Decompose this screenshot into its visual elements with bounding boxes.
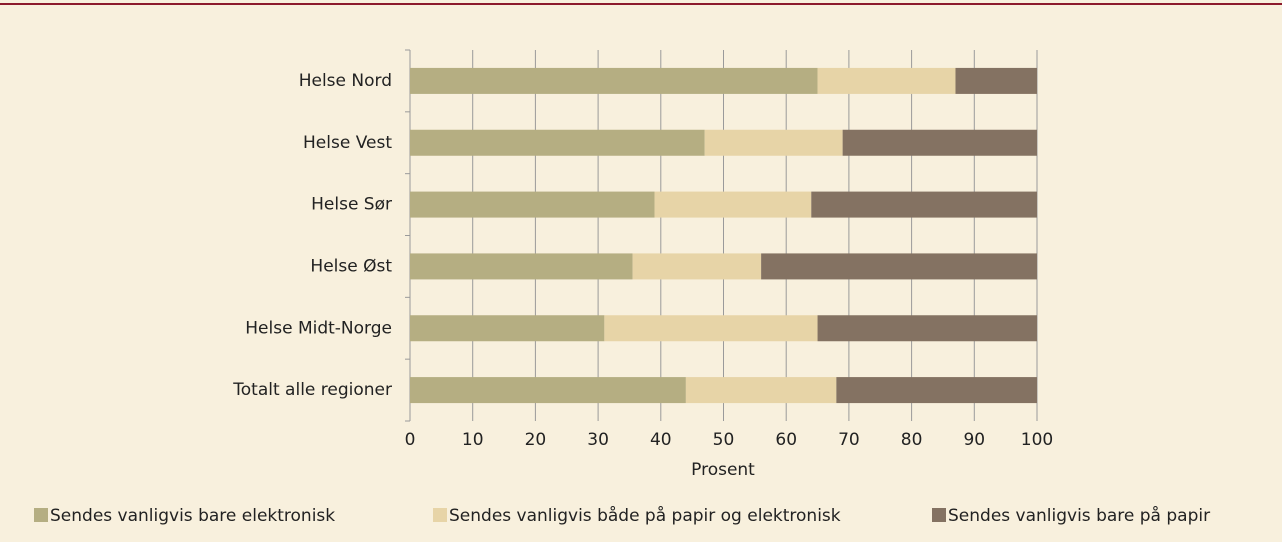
bar-segment (410, 253, 633, 280)
x-tick-label: 80 (901, 430, 923, 450)
bar-segment (410, 191, 655, 218)
y-tick-label: Helse Vest (303, 133, 392, 153)
legend-label: Sendes vanligvis bare elektronisk (50, 506, 335, 526)
bar-segment (410, 129, 705, 156)
bar-segment (654, 191, 812, 218)
legend-swatch (433, 508, 447, 522)
legend-swatch (34, 508, 48, 522)
bar-segment (632, 253, 762, 280)
x-tick-label: 0 (405, 430, 416, 450)
x-tick-label: 20 (525, 430, 547, 450)
y-tick-label: Totalt alle regioner (232, 380, 392, 400)
bar-segment (817, 315, 1037, 342)
bar-segment (685, 377, 837, 404)
bar-segment (842, 129, 1037, 156)
y-tick-label: Helse Midt-Norge (245, 318, 392, 338)
bar-segment (836, 377, 1037, 404)
legend-swatch (932, 508, 946, 522)
x-tick-label: 30 (587, 430, 609, 450)
bar-segment (410, 315, 605, 342)
x-tick-label: 90 (963, 430, 985, 450)
bar-segment (410, 67, 818, 94)
x-tick-label: 60 (775, 430, 797, 450)
x-tick-label: 10 (462, 430, 484, 450)
legend-label: Sendes vanligvis bare på papir (948, 505, 1210, 526)
y-tick-label: Helse Nord (299, 71, 392, 91)
bar-segment (955, 67, 1037, 94)
x-tick-label: 50 (713, 430, 735, 450)
x-tick-label: 40 (650, 430, 672, 450)
x-tick-label: 100 (1021, 430, 1053, 450)
bar-segment (817, 67, 956, 94)
x-axis-label: Prosent (691, 460, 755, 480)
x-tick-label: 70 (838, 430, 860, 450)
bar-segment (811, 191, 1037, 218)
bar-segment (704, 129, 843, 156)
bar-segment (761, 253, 1037, 280)
y-tick-label: Helse Sør (311, 195, 392, 215)
top-rule (0, 3, 1282, 5)
bar-segment (604, 315, 818, 342)
bar-segment (410, 377, 686, 404)
legend-label: Sendes vanligvis både på papir og elektr… (449, 505, 841, 526)
y-tick-label: Helse Øst (310, 256, 392, 276)
